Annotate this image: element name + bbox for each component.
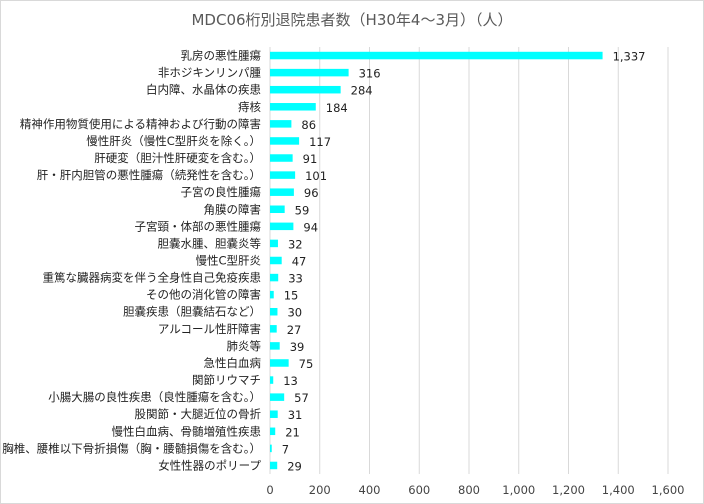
value-label: 27 (287, 323, 302, 337)
value-label: 117 (309, 135, 331, 149)
value-label: 91 (303, 152, 318, 166)
category-label: 精神作用物質使用による精神および行動の障害 (20, 117, 261, 131)
bar (270, 410, 278, 418)
bar (270, 427, 276, 436)
value-label: 39 (290, 340, 305, 354)
value-label: 29 (287, 459, 302, 473)
bar (270, 444, 272, 453)
category-label: 女性性器のポリープ (158, 458, 261, 472)
bar (270, 359, 289, 367)
category-label: その他の消化管の障害 (146, 288, 261, 302)
value-label: 33 (288, 272, 303, 286)
category-label: 胆嚢疾患（胆嚢結石など） (123, 305, 261, 319)
category-label: 小腸大腸の良性疾患（良性腫瘍を含む。） (48, 390, 261, 404)
x-tick-label: 1,000 (502, 483, 535, 497)
bar (270, 307, 278, 316)
x-tick-label: 0 (266, 483, 273, 497)
x-tick-label: 400 (359, 483, 381, 497)
value-label: 47 (292, 255, 307, 269)
category-label: 慢性肝炎（慢性C型肝炎を除く。） (86, 134, 261, 148)
category-label: 慢性C型肝炎 (195, 254, 261, 268)
bar (270, 461, 278, 470)
category-label: 急性白血病 (204, 356, 262, 370)
value-label: 75 (299, 357, 314, 371)
bar (270, 171, 296, 179)
bar (270, 290, 274, 299)
bars (270, 51, 603, 470)
category-label: アルコール性肝障害 (158, 322, 261, 336)
value-label: 13 (283, 374, 298, 388)
value-label: 31 (288, 408, 303, 422)
category-label: 乳房の悪性腫瘍 (181, 49, 262, 63)
value-label: 57 (294, 391, 309, 405)
category-label: 肺炎等 (227, 339, 262, 353)
category-label: 痔核 (238, 100, 261, 114)
x-tick-label: 1,600 (652, 483, 685, 497)
value-label: 1,337 (613, 50, 646, 64)
bar (270, 51, 603, 60)
value-label: 284 (351, 84, 373, 98)
bar (270, 154, 293, 162)
bar (270, 273, 279, 282)
value-label: 59 (295, 203, 310, 217)
bar (270, 188, 294, 196)
bar (270, 342, 280, 350)
value-label: 30 (287, 306, 302, 320)
value-label: 7 (282, 442, 289, 456)
category-label: 股関節・大腿近位の骨折 (135, 407, 262, 421)
category-label: 子宮の良性腫瘍 (181, 185, 262, 199)
value-label: 316 (359, 67, 381, 81)
bar (270, 120, 292, 128)
category-label: 慢性白血病、骨髄増殖性疾患 (112, 424, 262, 438)
bar (270, 103, 316, 111)
x-tick-label: 800 (458, 483, 480, 497)
x-tick-label: 1,400 (602, 483, 635, 497)
value-label: 94 (303, 220, 318, 234)
gridlines (269, 47, 669, 474)
bar (270, 222, 294, 231)
value-label: 184 (326, 101, 348, 115)
category-label: 関節リウマチ (192, 373, 261, 387)
value-label: 101 (305, 169, 327, 183)
x-tick-label: 600 (408, 483, 430, 497)
value-label: 32 (288, 237, 303, 251)
category-label: 肝・肝内胆管の悪性腫瘍（続発性を含む。） (37, 168, 261, 182)
bar (270, 376, 274, 384)
bar (270, 325, 277, 333)
bar (270, 205, 285, 214)
bar (270, 393, 285, 401)
bar (270, 239, 278, 248)
x-axis-tick-labels: 0 200 400 600 800 1,000 1,200 1,400 1,600 (266, 483, 684, 497)
category-label: 胆嚢水腫、胆嚢炎等 (158, 236, 262, 250)
x-tick-label: 1,200 (552, 483, 585, 497)
category-label: 胸椎、腰椎以下骨折損傷（胸・腰髄損傷を含む。） (2, 441, 261, 455)
bar (270, 256, 282, 265)
chart-title: MDC06桁別退院患者数（H30年4～3月）（人） (191, 11, 513, 29)
category-label: 白内障、水晶体の疾患 (146, 83, 261, 97)
value-label: 21 (285, 425, 300, 439)
category-label: 子宮頸・体部の悪性腫瘍 (135, 219, 262, 233)
value-label: 15 (284, 289, 299, 303)
category-label: 非ホジキンリンパ腫 (158, 66, 262, 80)
value-label: 96 (304, 186, 319, 200)
value-label: 86 (301, 118, 316, 132)
category-label: 肝硬変（胆汁性肝硬変を含む。） (94, 151, 261, 165)
category-label: 角膜の障害 (204, 202, 262, 216)
x-tick-label: 200 (309, 483, 331, 497)
category-labels: 乳房の悪性腫瘍非ホジキンリンパ腫白内障、水晶体の疾患痔核精神作用物質使用による精… (2, 49, 261, 473)
bar (270, 85, 341, 94)
category-label: 重篤な臓器病変を伴う全身性自己免疫疾患 (43, 271, 262, 285)
bar (270, 68, 349, 77)
bar (270, 137, 300, 145)
